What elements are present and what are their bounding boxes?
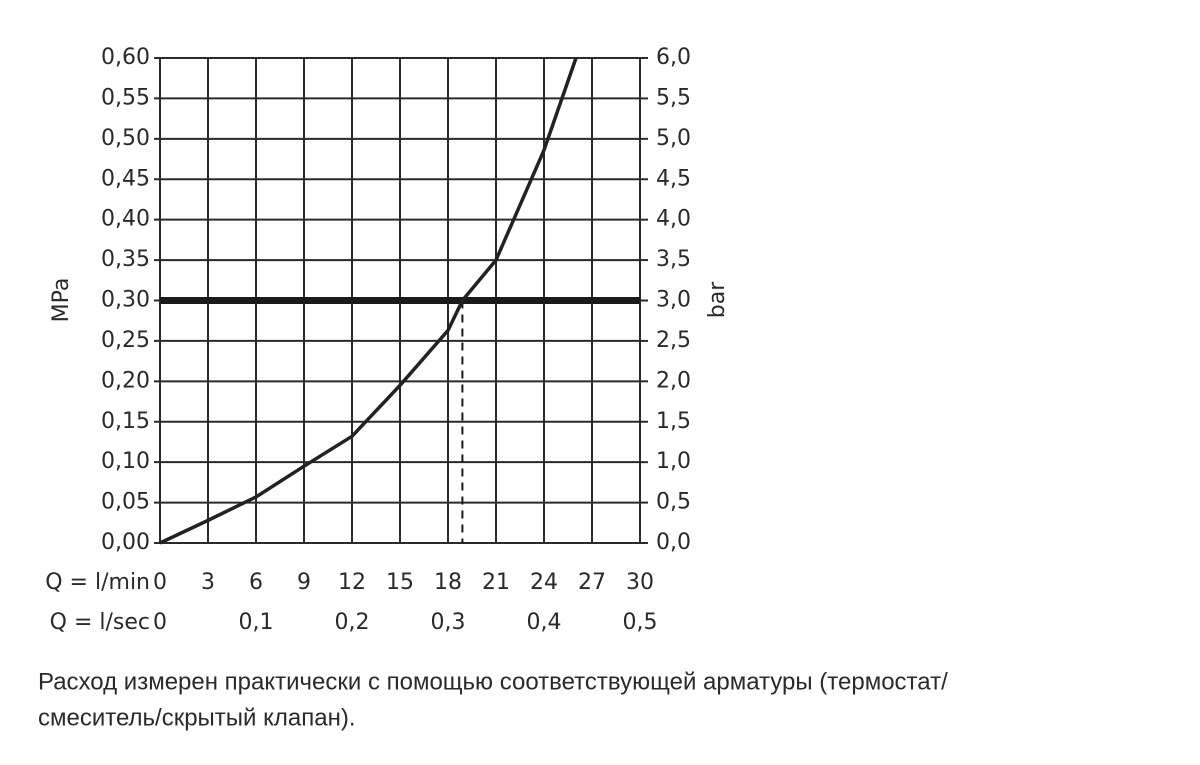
x-tick-label: 12 (338, 570, 366, 595)
x-tick-label: 21 (482, 570, 510, 595)
x2-tick-label: 0 (153, 610, 167, 635)
y2-tick-label: 5,0 (656, 126, 691, 151)
y2-tick-label: 5,5 (656, 85, 691, 110)
y-tick-label: 0,45 (101, 166, 150, 191)
y2-tick-label: 2,5 (656, 328, 691, 353)
x2-tick-label: 0,5 (623, 610, 658, 635)
y-tick-label: 0,35 (101, 247, 150, 272)
y-tick-label: 0,10 (101, 449, 150, 474)
x-axis-label: Q = l/min (45, 570, 150, 595)
curve (159, 57, 578, 545)
y-tick-label: 0,30 (101, 288, 150, 313)
y-tick-label: 0,55 (101, 85, 150, 110)
x-tick-label: 15 (386, 570, 414, 595)
y2-tick-label: 4,5 (656, 166, 691, 191)
x-tick-label: 3 (201, 570, 215, 595)
y-axis-label: MPa (49, 278, 74, 323)
y-tick-label: 0,40 (101, 207, 150, 232)
y2-axis-label: bar (705, 281, 730, 318)
y-tick-label: 0,15 (101, 409, 150, 434)
y-tick-label: 0,00 (101, 530, 150, 555)
note: Расход измерен практически с помощью соо… (38, 668, 948, 695)
y2-tick-label: 1,5 (656, 409, 691, 434)
x2-tick-label: 0,3 (431, 610, 466, 635)
x-tick-label: 6 (249, 570, 263, 595)
y2-tick-label: 2,0 (656, 368, 691, 393)
y2-tick-label: 0,0 (656, 530, 691, 555)
y-tick-label: 0,60 (101, 45, 150, 70)
y-tick-label: 0,05 (101, 490, 150, 515)
x-tick-label: 24 (530, 570, 558, 595)
x-tick-label: 9 (297, 570, 311, 595)
x2-axis-label: Q = l/sec (50, 610, 150, 635)
x-tick-label: 27 (578, 570, 606, 595)
y-tick-label: 0,25 (101, 328, 150, 353)
y2-tick-label: 1,0 (656, 449, 691, 474)
y2-tick-label: 3,0 (656, 288, 691, 313)
y2-tick-label: 4,0 (656, 207, 691, 232)
y2-tick-label: 0,5 (656, 490, 691, 515)
y-tick-label: 0,50 (101, 126, 150, 151)
x-tick-label: 18 (434, 570, 462, 595)
x-tick-label: 30 (626, 570, 654, 595)
x2-tick-label: 0,2 (335, 610, 370, 635)
y2-tick-label: 3,5 (656, 247, 691, 272)
y2-tick-label: 6,0 (656, 45, 691, 70)
x2-tick-label: 0,4 (527, 610, 562, 635)
x-tick-label: 0 (153, 570, 167, 595)
x2-tick-label: 0,1 (239, 610, 274, 635)
y-tick-label: 0,20 (101, 368, 150, 393)
note: смеситель/скрытый клапан). (38, 704, 356, 731)
